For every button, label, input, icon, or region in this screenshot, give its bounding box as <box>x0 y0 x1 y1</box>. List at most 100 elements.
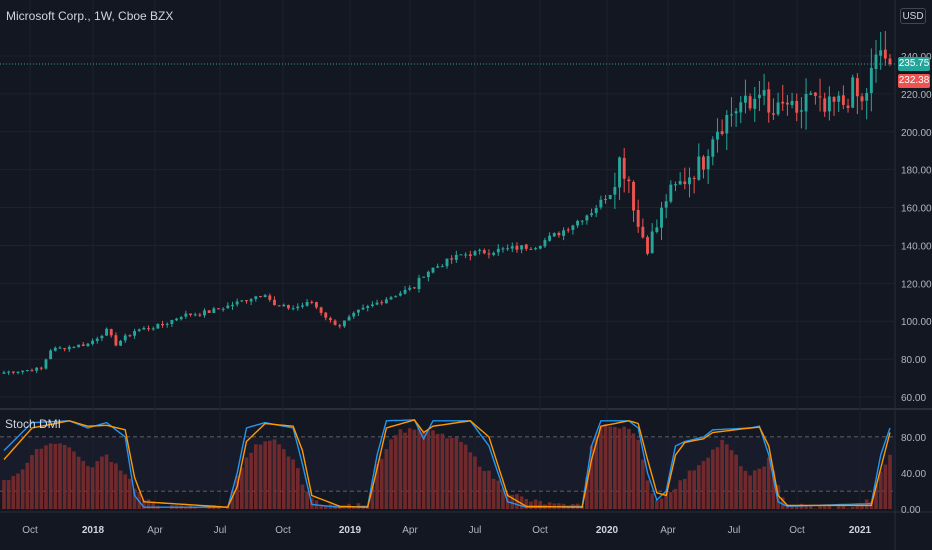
candle-body <box>347 316 351 321</box>
histogram-bar <box>510 495 515 509</box>
histogram-bar <box>776 485 780 509</box>
histogram-bar <box>650 493 654 509</box>
candle-body <box>524 244 528 249</box>
candle-body <box>454 254 458 260</box>
histogram-bar <box>295 468 300 509</box>
histogram-bar <box>463 444 468 509</box>
candle-body <box>837 95 841 102</box>
histogram-bar <box>827 505 832 509</box>
price-tick-label: 80.00 <box>901 355 926 366</box>
candle-body <box>492 252 496 255</box>
candle-body <box>156 323 160 329</box>
histogram-bar <box>193 507 198 509</box>
histogram-bar <box>822 506 827 509</box>
candle-body <box>809 93 813 95</box>
candle-body <box>785 102 789 105</box>
candle-body <box>562 230 566 236</box>
candle-body <box>422 276 426 278</box>
time-tick-label: Oct <box>275 525 291 536</box>
histogram-bar <box>90 467 95 509</box>
candle-body <box>739 102 743 113</box>
histogram-bar <box>230 490 235 509</box>
histogram-bar <box>132 488 137 509</box>
prev-close-badge: 232.38 <box>898 74 930 89</box>
candle-body <box>627 179 631 182</box>
indicator-title[interactable]: Stoch DMI <box>5 417 62 431</box>
histogram-bar <box>771 470 776 509</box>
candle-body <box>776 102 780 115</box>
candle-body <box>291 308 295 310</box>
time-tick-label: 2021 <box>849 525 872 536</box>
candle-body <box>646 237 649 254</box>
chart-title: Microsoft Corp., 1W, Cboe BZX <box>6 9 174 23</box>
histogram-bar <box>11 476 16 509</box>
time-tick-label: Oct <box>789 525 805 536</box>
histogram-bar <box>874 484 878 509</box>
histogram-bar <box>146 499 151 509</box>
histogram-bar <box>780 497 785 509</box>
candle-body <box>151 328 155 330</box>
candle-body <box>767 89 771 113</box>
candle-body <box>506 248 510 250</box>
candle-body <box>697 156 701 180</box>
candle-body <box>198 314 202 316</box>
candle-body <box>674 184 677 186</box>
candle-body <box>72 347 76 349</box>
candle-body <box>287 305 290 309</box>
candle-body <box>529 248 533 250</box>
candle-body <box>324 312 328 318</box>
histogram-bar <box>20 469 25 509</box>
time-tick-label: Jul <box>214 525 227 536</box>
candle-body <box>543 240 547 247</box>
candle-body <box>688 177 691 185</box>
candle-body <box>16 371 20 373</box>
histogram-bar <box>72 451 76 509</box>
candle-body <box>375 302 379 305</box>
histogram-bar <box>435 433 440 509</box>
candle-body <box>431 267 435 273</box>
histogram-bar <box>389 439 393 509</box>
histogram-bar <box>393 435 398 509</box>
histogram-bar <box>417 426 421 509</box>
candle-body <box>100 335 104 339</box>
candle-body <box>398 293 402 296</box>
histogram-bar <box>58 443 62 509</box>
candle-body <box>795 100 799 113</box>
candle-body <box>86 343 90 346</box>
candle-body <box>445 258 449 267</box>
candle-body <box>655 227 659 232</box>
histogram-bar <box>267 440 272 509</box>
candle-body <box>618 157 621 188</box>
candle-body <box>888 58 892 65</box>
histogram-bar <box>538 501 543 509</box>
histogram-bar <box>76 456 81 509</box>
histogram-bar <box>622 426 627 509</box>
candle-body <box>282 304 286 307</box>
currency-button[interactable]: USD <box>900 8 926 24</box>
histogram-bar <box>496 480 501 509</box>
candle-body <box>520 245 524 250</box>
histogram-bar <box>291 459 295 509</box>
candle-body <box>650 231 654 254</box>
candle-body <box>63 348 67 350</box>
histogram-bar <box>599 425 603 509</box>
candle-body <box>725 115 729 134</box>
candle-body <box>702 156 705 170</box>
candle-body <box>44 359 48 369</box>
candle-body <box>799 110 803 112</box>
candle-body <box>25 369 29 371</box>
histogram-bar <box>384 449 389 509</box>
candle-body <box>781 101 785 104</box>
histogram-bar <box>482 471 487 509</box>
candle-body <box>161 323 164 326</box>
stoch-d-line <box>3 419 891 508</box>
candle-body <box>67 346 71 350</box>
candle-body <box>380 302 384 304</box>
candle-body <box>352 312 356 317</box>
candle-body <box>496 248 500 253</box>
candle-body <box>403 289 407 294</box>
price-tick-label: 120.00 <box>901 279 932 290</box>
histogram-bar <box>850 506 855 509</box>
histogram-bar <box>477 466 482 509</box>
